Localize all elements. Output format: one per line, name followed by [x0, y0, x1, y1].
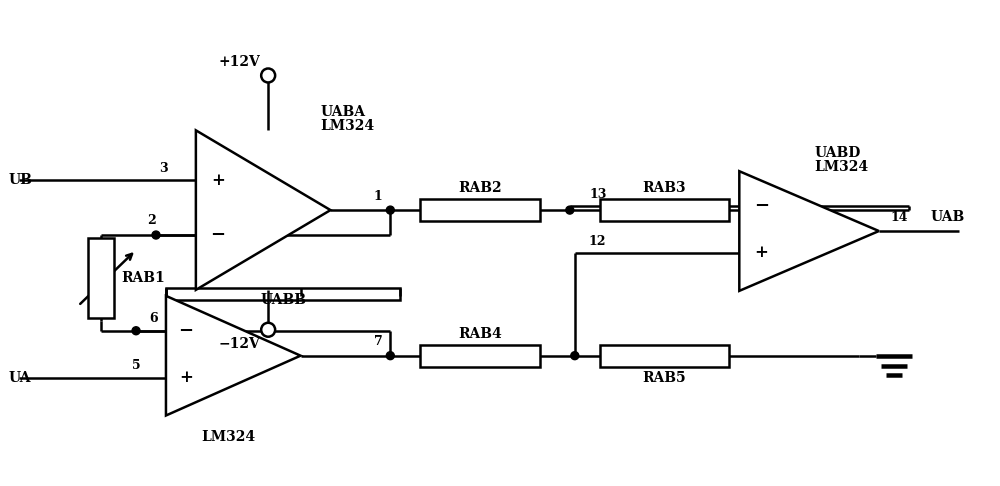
Text: 7: 7	[374, 335, 383, 348]
Text: −: −	[210, 226, 225, 244]
Circle shape	[132, 327, 140, 335]
Circle shape	[566, 206, 574, 214]
Circle shape	[571, 352, 579, 360]
Text: UB: UB	[8, 173, 32, 187]
Text: RAB1: RAB1	[121, 271, 165, 285]
Circle shape	[261, 323, 275, 337]
Text: UABD: UABD	[814, 146, 860, 160]
Text: LM324: LM324	[814, 160, 868, 174]
Text: UABB: UABB	[260, 293, 306, 307]
Text: RAB4: RAB4	[458, 327, 502, 341]
Text: UABA: UABA	[321, 105, 366, 120]
Text: +: +	[179, 369, 193, 386]
Polygon shape	[166, 296, 301, 416]
Text: 5: 5	[132, 359, 140, 372]
Text: RAB2: RAB2	[458, 181, 502, 195]
Circle shape	[261, 69, 275, 83]
Text: LM324: LM324	[201, 431, 255, 444]
Bar	[600, 199, 729, 221]
Bar	[420, 345, 540, 366]
Text: +: +	[211, 172, 225, 189]
Text: −: −	[754, 197, 769, 215]
Bar	[600, 345, 729, 366]
Text: 14: 14	[891, 210, 908, 224]
Text: +12V: +12V	[218, 54, 260, 69]
Text: UA: UA	[8, 371, 31, 384]
Text: 3: 3	[159, 162, 167, 174]
Bar	[420, 199, 540, 221]
Text: UAB: UAB	[931, 210, 965, 224]
Polygon shape	[196, 130, 330, 290]
Text: 1: 1	[374, 190, 383, 203]
Polygon shape	[739, 171, 879, 291]
Circle shape	[386, 206, 394, 214]
Text: +: +	[754, 244, 768, 261]
Circle shape	[152, 231, 160, 239]
Text: −12V: −12V	[218, 337, 260, 351]
Bar	[166, 288, 400, 300]
Text: 6: 6	[150, 312, 158, 325]
Text: 12: 12	[589, 235, 606, 247]
Text: LM324: LM324	[321, 120, 375, 133]
Text: 2: 2	[147, 213, 155, 226]
Text: 13: 13	[589, 188, 606, 201]
Text: RAB5: RAB5	[643, 371, 686, 384]
Text: RAB3: RAB3	[643, 181, 686, 195]
Bar	[88, 238, 114, 318]
Text: −: −	[178, 322, 193, 340]
Circle shape	[386, 352, 394, 360]
